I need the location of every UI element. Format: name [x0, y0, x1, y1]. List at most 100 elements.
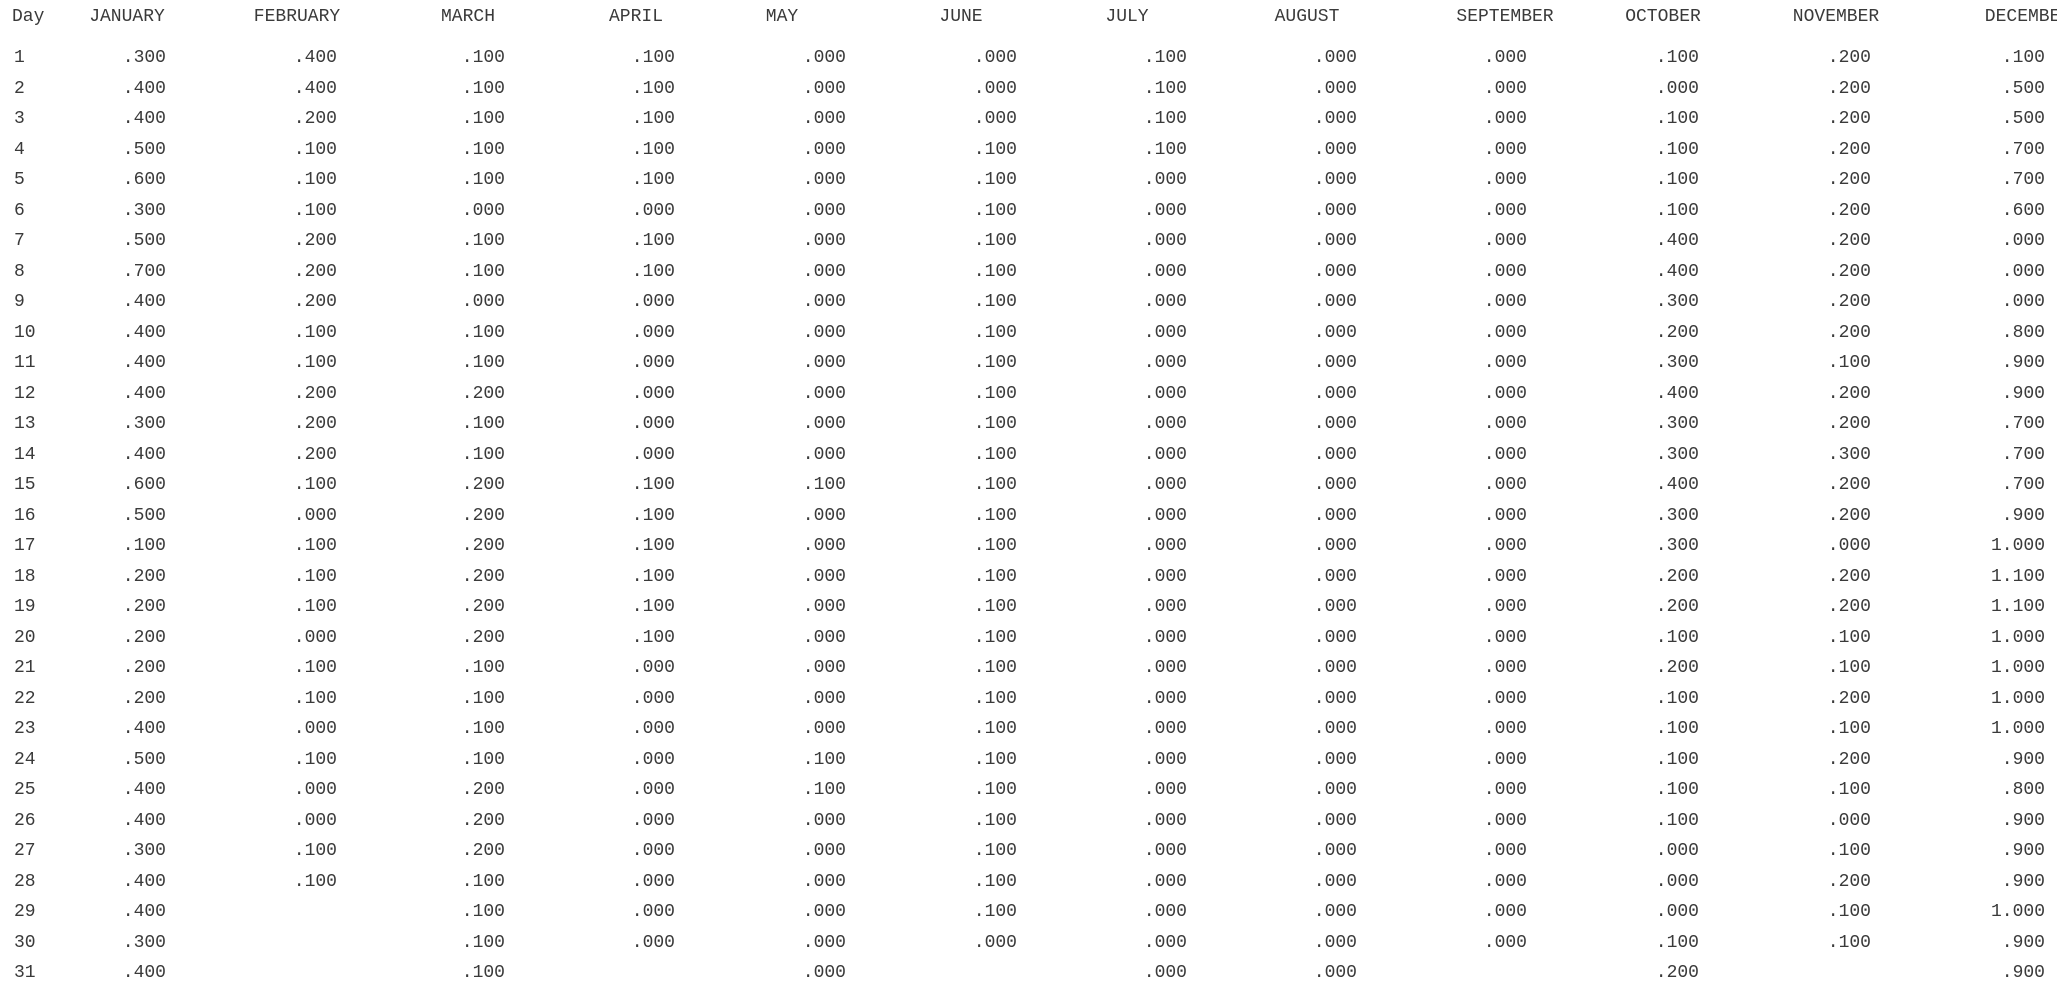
value-cell: .000	[1313, 810, 1357, 831]
value-cell: .000	[1313, 719, 1357, 739]
value-cell: .100	[973, 536, 1017, 556]
value-cell: .200	[1655, 597, 1699, 617]
value-cell: .100	[1827, 658, 1871, 678]
value-cell: .500	[2001, 109, 2045, 129]
value-cell: .000	[802, 48, 846, 68]
value-cell: .200	[122, 566, 166, 587]
value-cell: .000	[1483, 78, 1527, 99]
value-cell: .100	[973, 383, 1017, 404]
value-cell: .100	[2001, 48, 2045, 68]
value-cell: .000	[1313, 566, 1357, 587]
value-cell: .100	[973, 292, 1017, 312]
value-cell: .300	[1655, 414, 1699, 434]
value-cell: .100	[1143, 48, 1187, 68]
row-day-label: 10	[14, 322, 36, 343]
value-cell: .000	[631, 749, 675, 770]
row-day-label: 4	[14, 139, 25, 160]
value-cell: .400	[1655, 475, 1699, 495]
value-cell: .200	[1827, 475, 1871, 495]
value-cell: .000	[1483, 658, 1527, 678]
value-cell: .000	[631, 383, 675, 404]
value-cell: .300	[122, 48, 166, 68]
value-cell: .000	[1313, 78, 1357, 99]
header-may: MAY	[765, 7, 799, 27]
value-cell: .100	[631, 48, 675, 68]
value-cell: .200	[461, 627, 505, 648]
row-day-label: 11	[14, 353, 36, 373]
value-cell: .000	[1483, 414, 1527, 434]
value-cell: .000	[1143, 597, 1187, 617]
value-cell: .200	[461, 475, 505, 495]
value-cell: .500	[122, 231, 166, 251]
value-cell: .400	[122, 353, 166, 373]
value-cell: .200	[461, 505, 505, 526]
value-cell: .000	[1143, 810, 1187, 831]
value-cell: .900	[2001, 383, 2045, 404]
value-cell: .300	[1655, 444, 1699, 465]
value-cell: .000	[1313, 261, 1357, 282]
value-cell: .000	[1143, 322, 1187, 343]
value-cell: .200	[1655, 658, 1699, 678]
row-day-label: 2	[14, 78, 25, 99]
value-cell: .000	[1483, 902, 1527, 922]
value-cell: .100	[1655, 810, 1699, 831]
value-cell: .400	[122, 78, 166, 99]
value-cell: .000	[461, 200, 505, 221]
value-cell: .000	[1313, 963, 1357, 983]
value-cell: .100	[293, 658, 337, 678]
value-cell: .200	[1827, 688, 1871, 709]
value-cell: .100	[461, 231, 505, 251]
row-day-label: 22	[14, 688, 36, 709]
value-cell: .100	[461, 353, 505, 373]
row-day-label: 18	[14, 566, 36, 587]
value-cell: .000	[1143, 932, 1187, 953]
value-cell: .100	[461, 719, 505, 739]
value-cell: .000	[802, 658, 846, 678]
value-cell: .000	[1313, 322, 1357, 343]
value-cell: .000	[802, 444, 846, 465]
value-cell: .000	[1313, 597, 1357, 617]
value-cell: .000	[1143, 231, 1187, 251]
value-cell: .800	[2001, 322, 2045, 343]
value-cell: .100	[1827, 902, 1871, 922]
value-cell: 1.000	[1990, 658, 2045, 678]
value-cell: .000	[1655, 78, 1699, 99]
row-day-label: 3	[14, 109, 25, 129]
value-cell: .100	[1655, 627, 1699, 648]
value-cell: .400	[122, 444, 166, 465]
value-cell: .200	[461, 810, 505, 831]
row-day-label: 27	[14, 841, 36, 861]
value-cell: .900	[2001, 749, 2045, 770]
value-cell: .000	[1143, 444, 1187, 465]
row-day-label: 26	[14, 810, 36, 831]
value-cell: .200	[1827, 231, 1871, 251]
value-cell: .100	[973, 902, 1017, 922]
value-cell: .000	[631, 810, 675, 831]
value-cell: .300	[1655, 505, 1699, 526]
value-cell: .000	[1483, 841, 1527, 861]
value-cell: .300	[1827, 444, 1871, 465]
value-cell: .000	[973, 109, 1017, 129]
value-cell: .000	[631, 841, 675, 861]
value-cell: .000	[802, 78, 846, 99]
value-cell: .200	[1827, 261, 1871, 282]
value-cell: .200	[1827, 566, 1871, 587]
row-day-label: 8	[14, 261, 25, 282]
value-cell: .000	[1143, 871, 1187, 892]
value-cell: .300	[122, 414, 166, 434]
value-cell: .100	[461, 170, 505, 190]
value-cell: .100	[631, 139, 675, 160]
value-cell: .000	[1483, 932, 1527, 953]
value-cell: 1.100	[1990, 566, 2045, 587]
value-cell: .100	[973, 841, 1017, 861]
value-cell: .200	[1655, 963, 1699, 983]
value-cell: .000	[1143, 841, 1187, 861]
value-cell: .100	[631, 109, 675, 129]
value-cell: .000	[1143, 383, 1187, 404]
value-cell: .200	[461, 536, 505, 556]
value-cell: 1.000	[1990, 719, 2045, 739]
value-cell: .000	[631, 932, 675, 953]
value-cell: 1.100	[1990, 597, 2045, 617]
value-cell: .000	[293, 505, 337, 526]
value-cell: .200	[461, 566, 505, 587]
